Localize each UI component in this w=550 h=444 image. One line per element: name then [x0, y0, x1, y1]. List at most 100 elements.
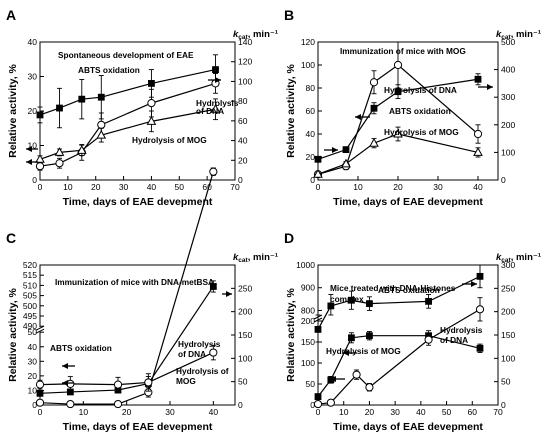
y2-tick-label: 500	[501, 37, 515, 47]
y2-tick-label: 0	[238, 400, 243, 410]
series-annotation: ABTS oxidation	[78, 65, 140, 75]
data-point-circle	[352, 370, 361, 379]
data-point-triangle	[76, 145, 87, 154]
data-point-square	[370, 104, 378, 112]
y2-axis-label-unit: , min⁻¹	[511, 252, 541, 263]
y2-axis-label-unit: , min⁻¹	[248, 252, 278, 263]
data-point-square	[66, 388, 74, 396]
y2-tick-label: 200	[501, 120, 515, 130]
panel-letter: C	[6, 230, 16, 246]
data-point-square	[394, 88, 402, 96]
y2-axis-label-unit: , min⁻¹	[248, 29, 278, 40]
chart-panel-d: D0 10 20 30 40 50 60 70050100150200800900100005…	[284, 230, 541, 433]
series-annotation: of DNA	[178, 349, 206, 359]
panel-letter: B	[284, 7, 294, 23]
axis-arrow-head	[330, 376, 336, 382]
axis-arrow-head	[62, 363, 68, 369]
y2-tick-label: 150	[238, 330, 252, 340]
data-point-circle	[113, 380, 123, 389]
x-tick-label: 60	[202, 182, 212, 192]
y-tick-label: 30	[28, 356, 38, 366]
x-tick-label: 0	[38, 407, 43, 417]
axis-arrow-head	[62, 380, 68, 386]
x-tick-label: 40	[147, 182, 157, 192]
inset-title: Immunization of mice with DNA-metBSA	[55, 277, 214, 287]
y-tick-label: 800	[301, 305, 315, 315]
data-point-circle	[473, 129, 483, 139]
series-annotation: ABTS oxidation	[378, 285, 440, 295]
inset-title: Immunization of mice with MOG	[340, 46, 466, 56]
y2-axis-label-sub: cat	[238, 257, 248, 264]
y-axis-label: Relative activity, %	[285, 287, 297, 381]
axis-break-mask	[36, 327, 44, 332]
y-tick-label: 900	[301, 283, 315, 293]
y2-axis-label: kcat, min⁻¹	[233, 29, 278, 41]
x-tick-label: 0	[316, 407, 321, 417]
panel-letter: D	[284, 230, 294, 246]
series-annotation: Hydrolysis	[196, 98, 239, 108]
data-point-square	[476, 272, 484, 280]
series-annotation: Hydrolysis of DNA	[384, 85, 457, 95]
inset-title: Spontaneous development of EAE	[58, 50, 194, 60]
y2-axis-label-sub: cat	[501, 34, 511, 41]
x-axis-label: Time, days of EAE devepment	[63, 196, 213, 208]
axis-arrow-head	[343, 350, 349, 356]
x-tick-label: 20	[393, 182, 403, 192]
series-annotation: Hydrolysis	[178, 339, 221, 349]
data-point-circle	[35, 398, 45, 407]
y-tick-label: 20	[28, 106, 38, 116]
panel-letter: A	[6, 7, 16, 23]
data-point-triangle	[54, 147, 65, 156]
y2-tick-label: 250	[238, 283, 252, 293]
series-annotation: Hydrolysis of MOG	[384, 127, 459, 137]
axis-arrow-head	[26, 159, 32, 165]
inset-title: complex	[330, 294, 364, 304]
inset-title: Mice treated with DNA-Histones	[330, 283, 456, 293]
y2-axis-label: kcat, min⁻¹	[233, 252, 278, 264]
x-tick-label: 50	[175, 182, 185, 192]
y-tick-label: 20	[306, 152, 316, 162]
x-tick-label: 0	[38, 182, 43, 192]
chart-panel-b: B0 10 20 30 40020406080100120010020030040050…	[284, 7, 541, 208]
y-tick-label: 500	[23, 301, 37, 311]
y2-tick-label: 250	[501, 283, 515, 293]
y2-tick-label: 150	[501, 330, 515, 340]
data-point-circle	[144, 378, 153, 387]
y2-axis-label-unit: , min⁻¹	[511, 29, 541, 40]
y2-tick-label: 400	[501, 65, 515, 75]
y-tick-label: 120	[301, 37, 315, 47]
data-point-square	[476, 344, 484, 352]
x-tick-label: 20	[365, 407, 375, 417]
series-annotation: of DNA	[196, 106, 224, 116]
data-point-square	[327, 376, 335, 384]
axis-arrow-head	[471, 281, 477, 287]
axis-arrow-head	[355, 114, 361, 120]
series-line	[39, 82, 216, 167]
y2-tick-label: 0	[501, 400, 506, 410]
data-point-square	[342, 146, 350, 154]
x-tick-label: 10	[353, 182, 363, 192]
data-point-triangle	[341, 158, 351, 168]
y-tick-label: 505	[23, 291, 37, 301]
y-tick-label: 10	[28, 385, 38, 395]
data-point-square	[97, 93, 105, 101]
y-tick-label: 80	[306, 83, 316, 93]
data-point-circle	[55, 159, 64, 168]
data-point-triangle	[210, 104, 221, 113]
x-tick-label: 70	[230, 182, 240, 192]
data-point-circle	[209, 167, 218, 176]
y-tick-label: 30	[28, 72, 38, 82]
y2-tick-label: 100	[501, 353, 515, 363]
y-tick-label: 0	[310, 400, 315, 410]
y-tick-label: 40	[28, 342, 38, 352]
data-point-triangle	[35, 154, 45, 163]
y2-tick-label: 200	[501, 307, 515, 317]
axis-break-mark	[35, 325, 45, 331]
y2-axis-label-sub: cat	[238, 34, 248, 41]
y-tick-label: 150	[301, 337, 315, 347]
data-point-square	[474, 75, 482, 83]
axis-arrow-head	[487, 84, 493, 90]
series-annotation: of DNA	[440, 335, 468, 345]
y2-axis-label: kcat, min⁻¹	[496, 252, 541, 264]
data-point-circle	[35, 162, 45, 171]
